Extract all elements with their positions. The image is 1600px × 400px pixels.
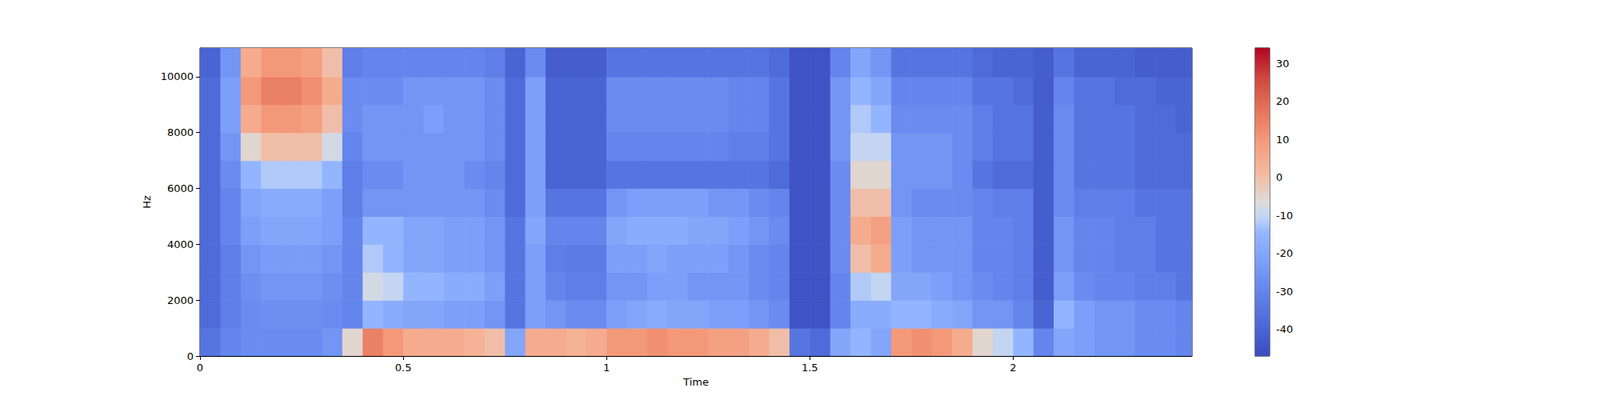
svg-text:10: 10 [1276, 133, 1290, 146]
svg-text:Hz: Hz [140, 195, 153, 209]
svg-text:0: 0 [187, 350, 194, 363]
svg-text:-40: -40 [1276, 323, 1293, 336]
svg-text:2: 2 [1009, 361, 1016, 374]
svg-text:0.5: 0.5 [395, 361, 412, 374]
svg-text:1: 1 [603, 361, 610, 374]
svg-text:6000: 6000 [167, 182, 194, 195]
svg-text:Time: Time [682, 376, 709, 388]
svg-text:-10: -10 [1276, 209, 1293, 222]
svg-text:-20: -20 [1276, 247, 1293, 260]
svg-text:30: 30 [1276, 57, 1290, 70]
svg-text:0: 0 [1276, 171, 1283, 184]
svg-text:20: 20 [1276, 95, 1290, 108]
svg-text:8000: 8000 [167, 126, 194, 139]
svg-text:2000: 2000 [167, 294, 194, 307]
svg-text:0: 0 [196, 361, 204, 374]
svg-text:-30: -30 [1276, 285, 1293, 298]
svg-text:1.5: 1.5 [801, 361, 819, 374]
svg-text:4000: 4000 [167, 238, 194, 251]
svg-text:10000: 10000 [160, 70, 194, 83]
